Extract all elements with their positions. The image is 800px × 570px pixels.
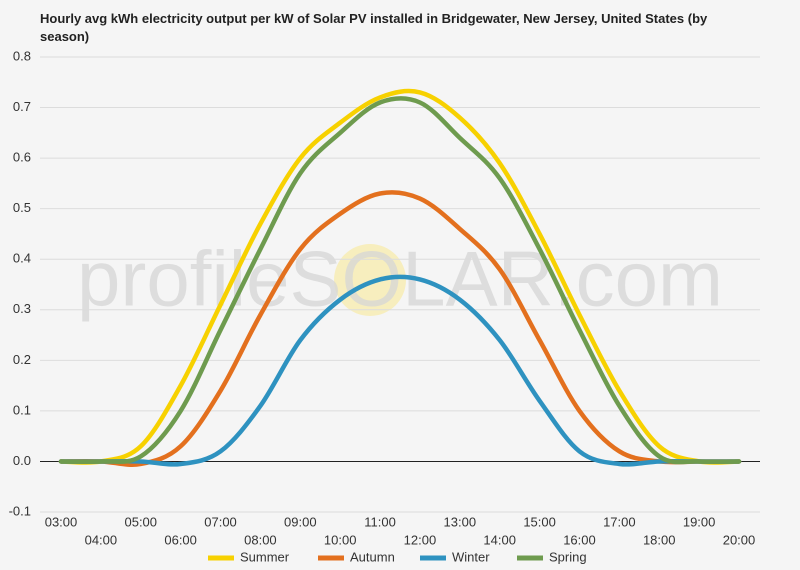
x-tick-label: 09:00	[284, 514, 317, 529]
series-line	[58, 274, 742, 467]
legend-label: Summer	[240, 549, 290, 564]
x-tick-label: 04:00	[85, 532, 118, 547]
x-tick-label: 17:00	[603, 514, 636, 529]
watermark-sun	[334, 244, 406, 316]
y-tick-label: 0.2	[13, 352, 31, 367]
x-tick-label: 13:00	[444, 514, 477, 529]
x-tick-label: 03:00	[45, 514, 78, 529]
x-tick-label: 11:00	[364, 514, 396, 529]
x-tick-label: 19:00	[683, 514, 716, 529]
x-tick-label: 20:00	[723, 532, 756, 547]
x-tick-label: 05:00	[124, 514, 157, 529]
x-tick-label: 14:00	[483, 532, 516, 547]
y-tick-label: 0.7	[13, 99, 31, 114]
x-tick-label: 10:00	[324, 532, 357, 547]
x-tick-label: 18:00	[643, 532, 676, 547]
y-tick-label: 0.6	[13, 150, 31, 165]
x-tick-label: 12:00	[404, 532, 437, 547]
y-tick-label: -0.1	[9, 503, 31, 518]
y-tick-label: 0.1	[13, 402, 31, 417]
y-tick-label: 0.4	[13, 251, 31, 266]
legend-label: Spring	[549, 549, 587, 564]
x-tick-label: 06:00	[164, 532, 197, 547]
y-tick-label: 0.0	[13, 453, 31, 468]
x-tick-label: 15:00	[523, 514, 556, 529]
series-line	[58, 96, 742, 465]
series-line	[58, 190, 742, 467]
chart-title: Hourly avg kWh electricity output per kW…	[40, 11, 708, 44]
y-tick-label: 0.8	[13, 48, 31, 63]
legend-label: Autumn	[350, 549, 395, 564]
x-tick-label: 07:00	[204, 514, 237, 529]
series-line	[58, 88, 742, 465]
x-tick-label: 16:00	[563, 532, 596, 547]
y-tick-label: 0.5	[13, 200, 31, 215]
y-tick-label: 0.3	[13, 301, 31, 316]
x-tick-label: 08:00	[244, 532, 277, 547]
legend-label: Winter	[452, 549, 490, 564]
